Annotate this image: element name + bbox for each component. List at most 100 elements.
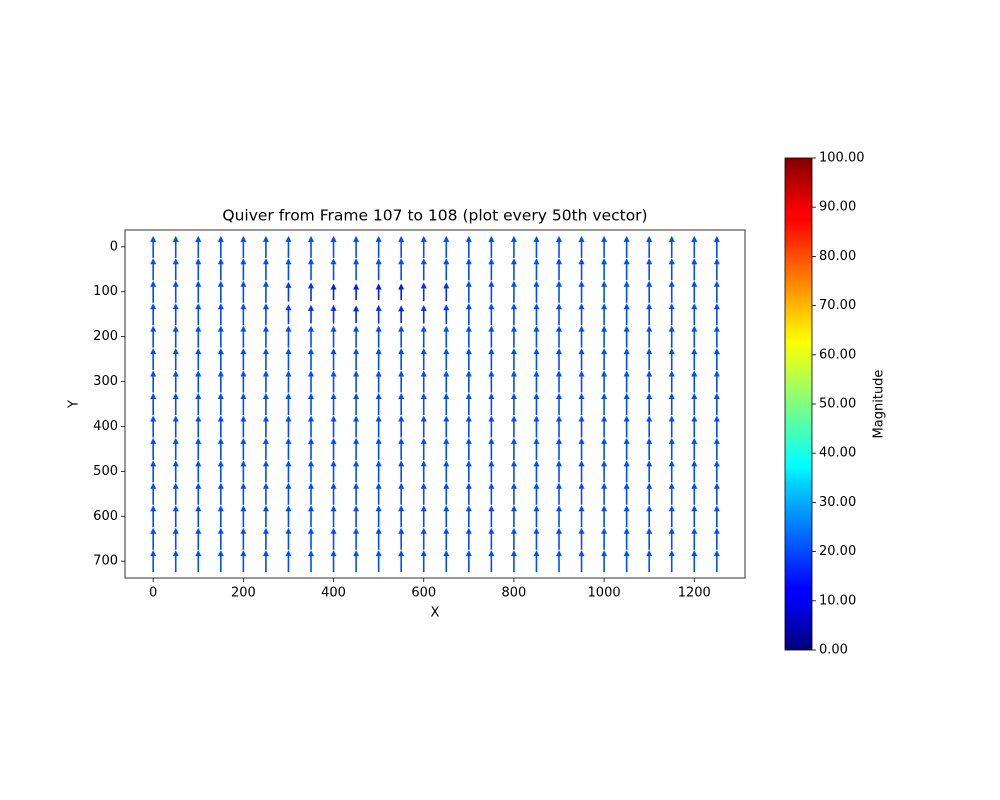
arrow: [623, 258, 630, 281]
arrow: [172, 505, 179, 528]
colorbar-tick-label: 10.00: [819, 593, 856, 608]
arrow: [398, 283, 405, 300]
arrow: [578, 370, 585, 393]
arrow: [601, 437, 608, 460]
arrow: [668, 325, 675, 348]
arrow: [195, 325, 202, 348]
arrow: [150, 437, 157, 460]
arrow: [420, 304, 427, 324]
arrow: [240, 235, 247, 258]
arrow: [533, 325, 540, 348]
arrow: [217, 505, 224, 528]
arrow: [375, 235, 382, 258]
arrow: [668, 550, 675, 573]
arrow: [443, 460, 450, 483]
arrow: [556, 370, 562, 393]
arrow: [601, 280, 608, 303]
arrow: [375, 348, 382, 371]
arrow: [488, 393, 495, 415]
arrow: [533, 482, 540, 505]
arrow: [578, 437, 585, 460]
arrow: [465, 505, 472, 528]
arrow: [420, 370, 427, 393]
arrow: [578, 280, 585, 303]
arrow: [420, 393, 427, 415]
arrow: [240, 325, 247, 348]
arrow: [375, 415, 382, 438]
arrow: [172, 348, 179, 371]
arrow: [556, 460, 562, 483]
arrow: [578, 258, 585, 281]
arrow: [195, 280, 202, 303]
arrow: [578, 303, 585, 326]
arrow: [330, 482, 337, 505]
y-tick-label: 0: [110, 239, 118, 254]
arrow: [308, 482, 314, 505]
arrow: [353, 235, 360, 258]
arrow: [240, 280, 247, 303]
arrow: [353, 348, 360, 371]
arrow: [488, 527, 495, 550]
arrow: [668, 303, 675, 326]
arrow: [691, 258, 698, 281]
arrow: [646, 325, 653, 348]
arrow: [172, 437, 179, 460]
arrow: [646, 505, 653, 528]
arrow: [150, 460, 157, 483]
arrow: [172, 280, 179, 303]
arrow: [308, 550, 314, 573]
arrow: [240, 550, 247, 573]
arrow: [488, 325, 495, 348]
arrow: [330, 283, 337, 300]
arrow: [420, 437, 427, 460]
arrow: [375, 550, 382, 573]
y-tick-label: 200: [93, 329, 118, 344]
arrow: [443, 348, 450, 371]
arrow: [623, 460, 630, 483]
arrow: [691, 437, 698, 460]
arrow: [353, 437, 360, 460]
arrow: [578, 460, 585, 483]
arrow: [353, 505, 360, 528]
arrow: [601, 235, 608, 258]
arrow: [668, 235, 675, 258]
arrow: [601, 415, 608, 438]
arrow: [398, 393, 405, 415]
arrow: [308, 393, 314, 415]
arrow: [510, 235, 517, 258]
arrow: [285, 370, 292, 393]
arrow: [578, 482, 585, 505]
arrow: [578, 527, 585, 550]
arrow: [420, 527, 427, 550]
arrow: [623, 527, 630, 550]
arrow: [668, 370, 675, 393]
arrow: [668, 258, 675, 281]
y-tick-label: 400: [93, 419, 118, 434]
y-tick-label: 500: [93, 464, 118, 479]
arrow: [330, 370, 337, 393]
arrow: [217, 393, 224, 415]
arrow: [488, 460, 495, 483]
arrow: [150, 325, 157, 348]
colorbar-tick-label: 60.00: [819, 347, 856, 362]
arrow: [240, 527, 247, 550]
arrow: [308, 282, 314, 302]
arrow: [353, 258, 360, 281]
arrow: [330, 325, 337, 348]
arrow: [488, 348, 495, 371]
arrow: [691, 393, 698, 415]
colorbar-tick-label: 90.00: [819, 200, 856, 215]
arrow: [601, 258, 608, 281]
arrow: [510, 437, 517, 460]
arrow: [150, 393, 157, 415]
y-tick-label: 300: [93, 374, 118, 389]
arrow: [713, 527, 720, 550]
arrow: [330, 304, 337, 324]
x-tick-label: 600: [411, 586, 436, 601]
arrow: [240, 460, 247, 483]
arrow: [217, 415, 224, 438]
y-tick-label: 700: [93, 554, 118, 569]
arrow: [172, 303, 179, 326]
arrow: [556, 258, 562, 281]
